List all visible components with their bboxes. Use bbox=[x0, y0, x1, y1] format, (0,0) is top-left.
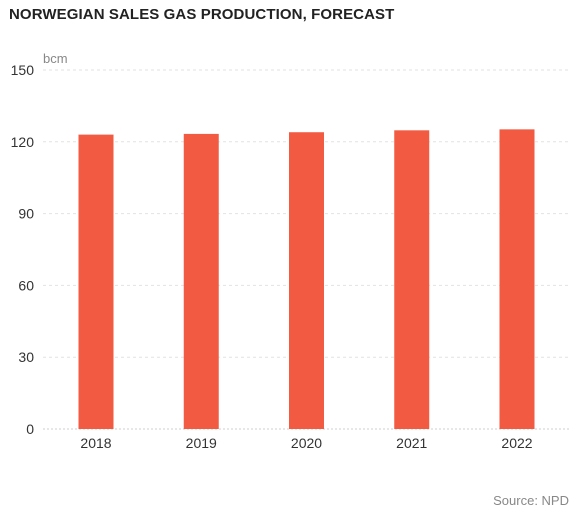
bar-2020 bbox=[289, 132, 324, 429]
x-axis-ticks: 2018 2019 2020 2021 2022 bbox=[80, 435, 532, 451]
y-tick-label: 0 bbox=[26, 421, 34, 437]
x-tick-label: 2019 bbox=[186, 435, 217, 451]
gridlines bbox=[43, 69, 570, 430]
y-tick-label: 90 bbox=[18, 206, 34, 222]
x-tick-label: 2021 bbox=[396, 435, 427, 451]
y-tick-label: 30 bbox=[18, 349, 34, 365]
y-axis-unit-label: bcm bbox=[43, 51, 68, 66]
y-tick-label: 60 bbox=[18, 277, 34, 293]
y-axis-ticks: 0 30 60 90 120 150 bbox=[11, 62, 35, 437]
x-tick-label: 2022 bbox=[501, 435, 532, 451]
bar-2021 bbox=[394, 130, 430, 429]
bar-2019 bbox=[183, 133, 219, 430]
bars bbox=[78, 129, 535, 430]
bar-2018 bbox=[78, 134, 114, 429]
bar-2022 bbox=[499, 129, 535, 429]
y-tick-label: 150 bbox=[11, 62, 35, 78]
chart-title: NORWEGIAN SALES GAS PRODUCTION, FORECAST bbox=[9, 6, 395, 23]
source-note: Source: NPD bbox=[493, 493, 569, 508]
x-tick-label: 2018 bbox=[80, 435, 111, 451]
y-tick-label: 120 bbox=[11, 134, 35, 150]
x-tick-label: 2020 bbox=[291, 435, 322, 451]
